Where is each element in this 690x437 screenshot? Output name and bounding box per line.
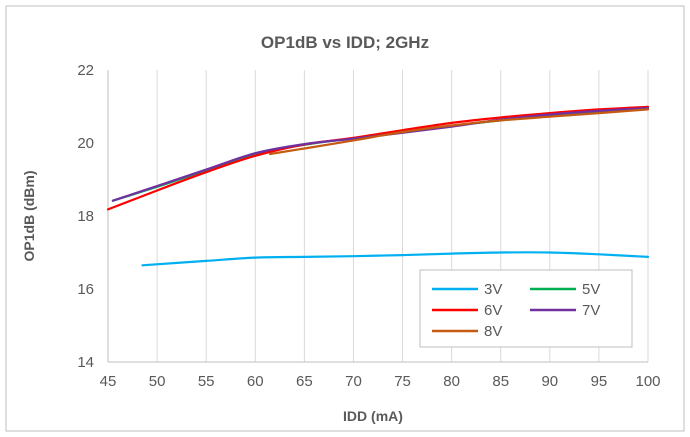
legend-box (419, 269, 633, 348)
x-tick-label: 100 (635, 373, 660, 390)
legend-label-6v: 6V (484, 302, 502, 319)
y-tick-label: 18 (77, 208, 94, 225)
x-tick-label: 45 (100, 373, 117, 390)
y-tick-label: 16 (77, 281, 94, 298)
tick-labels: 45 50 55 60 65 70 75 80 85 90 95 100 14 16 18 20 22 (77, 62, 660, 390)
chart-title: OP1dB vs IDD; 2GHz (261, 33, 429, 52)
chart-border (5, 5, 685, 432)
x-tick-label: 90 (541, 373, 558, 390)
legend-label-5v: 5V (582, 281, 600, 298)
y-tick-label: 20 (77, 135, 94, 152)
series-line-6v (106, 105, 650, 211)
legend-label-3v: 3V (484, 281, 502, 298)
x-tick-label: 95 (591, 373, 608, 390)
x-tick-label: 85 (492, 373, 509, 390)
x-tick-label: 65 (296, 373, 313, 390)
y-tick-label: 14 (77, 354, 94, 371)
series-lines (106, 105, 650, 267)
x-tick-label: 55 (198, 373, 215, 390)
legend: 3V 5V 6V 7V 8V (419, 269, 633, 348)
x-tick-label: 80 (443, 373, 460, 390)
x-tick-label: 75 (394, 373, 411, 390)
x-tick-label: 50 (149, 373, 166, 390)
legend-label-8v: 8V (484, 323, 502, 340)
axes (107, 70, 648, 363)
y-axis-title: OP1dB (dBm) (21, 171, 37, 262)
y-tick-label: 22 (77, 62, 94, 79)
x-tick-label: 70 (345, 373, 362, 390)
x-axis-title: IDD (mA) (343, 408, 403, 424)
series-line-8v (268, 108, 650, 156)
x-tick-label: 60 (247, 373, 264, 390)
legend-label-7v: 7V (582, 302, 600, 319)
series-line-3v (141, 251, 650, 267)
